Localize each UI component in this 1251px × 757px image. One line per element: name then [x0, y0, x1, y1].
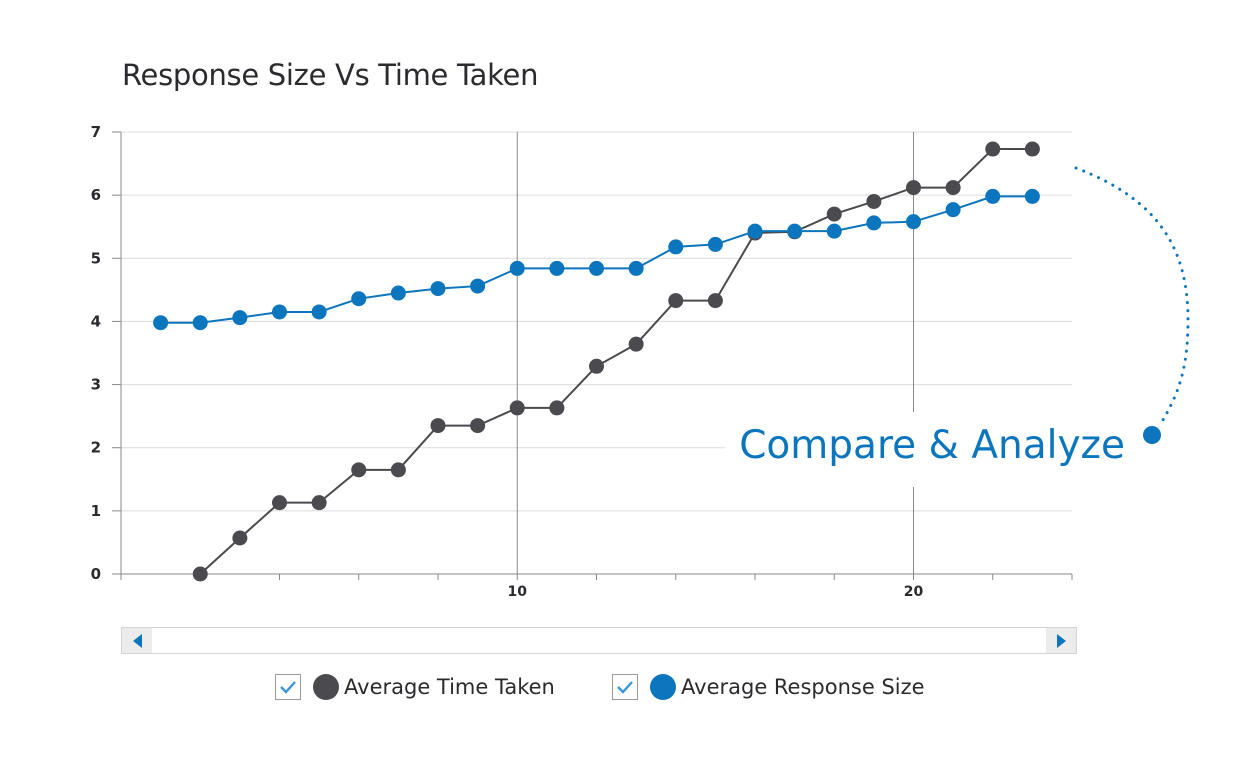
legend-item-average-time-taken[interactable]: Average Time Taken — [275, 672, 555, 702]
series-layer — [153, 141, 1040, 582]
chevron-left-icon — [132, 633, 142, 648]
callout-dotted-arc — [1074, 166, 1190, 427]
callout: Compare & Analyze — [725, 166, 1190, 487]
data-point-series-0 — [1024, 141, 1040, 157]
data-point-series-1 — [628, 260, 644, 276]
data-point-series-0 — [707, 293, 723, 309]
data-point-series-1 — [153, 315, 169, 331]
data-point-series-0 — [866, 193, 882, 209]
legend: Average Time Taken Average Response Size — [0, 672, 1251, 702]
data-point-series-1 — [192, 315, 208, 331]
x-tick-label: 20 — [904, 584, 924, 600]
data-point-series-0 — [826, 206, 842, 222]
checkmark-icon — [617, 681, 633, 694]
data-point-series-1 — [549, 260, 565, 276]
callout-text: Compare & Analyze — [739, 423, 1125, 468]
data-point-series-1 — [945, 202, 961, 218]
data-point-series-0 — [272, 495, 287, 511]
data-point-series-1 — [589, 260, 604, 276]
y-tick-label: 4 — [91, 312, 101, 330]
data-point-series-1 — [1024, 188, 1040, 204]
legend-checkbox-time[interactable] — [275, 674, 301, 700]
data-point-series-0 — [945, 180, 961, 196]
scroll-left-button[interactable] — [122, 628, 152, 653]
y-tick-label: 2 — [91, 439, 101, 457]
legend-label-size: Average Response Size — [681, 675, 925, 699]
x-tick-label: 10 — [508, 584, 528, 600]
chevron-right-icon — [1056, 633, 1066, 648]
data-point-series-0 — [549, 400, 565, 416]
y-tick-label: 7 — [91, 123, 101, 141]
data-point-series-1 — [668, 239, 684, 255]
data-point-series-0 — [509, 400, 525, 416]
legend-checkbox-size[interactable] — [612, 674, 638, 700]
data-point-series-1 — [787, 223, 803, 239]
legend-marker-size — [650, 674, 676, 700]
data-point-series-0 — [430, 418, 446, 434]
data-point-series-1 — [906, 214, 921, 230]
data-point-series-1 — [985, 188, 1001, 204]
callout-dot — [1143, 426, 1161, 444]
data-point-series-0 — [589, 358, 604, 374]
chart-title: Response Size Vs Time Taken — [122, 58, 539, 92]
data-point-series-0 — [390, 462, 406, 478]
legend-item-average-response-size[interactable]: Average Response Size — [612, 672, 925, 702]
axes: 0 1 2 3 4 5 6 7 10 20 — [91, 123, 1073, 600]
data-point-series-1 — [390, 285, 406, 301]
data-point-series-0 — [628, 336, 644, 352]
callout-backdrop — [725, 412, 1155, 487]
data-point-series-1 — [272, 304, 287, 320]
y-tick-label: 0 — [91, 565, 101, 583]
data-point-series-1 — [470, 278, 486, 294]
data-point-series-0 — [351, 462, 367, 478]
chart-scrollbar[interactable] — [121, 627, 1077, 654]
data-point-series-0 — [668, 293, 684, 309]
data-point-series-1 — [311, 304, 327, 320]
y-tick-label: 1 — [91, 502, 101, 520]
data-point-series-0 — [906, 180, 921, 196]
data-point-series-1 — [707, 236, 723, 252]
y-tick-label: 6 — [91, 186, 101, 204]
y-tick-label: 5 — [91, 249, 101, 267]
data-point-series-0 — [192, 566, 208, 582]
data-point-series-1 — [351, 291, 367, 307]
legend-label-time: Average Time Taken — [344, 675, 555, 699]
data-point-series-1 — [826, 223, 842, 239]
y-tick-label: 3 — [91, 376, 101, 394]
data-point-series-1 — [747, 223, 763, 239]
data-point-series-1 — [430, 281, 446, 297]
data-point-series-1 — [232, 310, 248, 326]
legend-marker-time — [313, 674, 339, 700]
data-point-series-1 — [509, 260, 525, 276]
data-point-series-0 — [232, 530, 248, 546]
data-point-series-0 — [311, 495, 327, 511]
data-point-series-0 — [985, 141, 1001, 157]
scroll-right-button[interactable] — [1046, 628, 1076, 653]
data-point-series-1 — [866, 215, 882, 231]
grid-lines — [121, 131, 1072, 574]
series-line-0 — [199, 148, 1033, 575]
data-point-series-0 — [470, 418, 486, 434]
series-line-1 — [160, 195, 1033, 324]
checkmark-icon — [280, 681, 296, 694]
